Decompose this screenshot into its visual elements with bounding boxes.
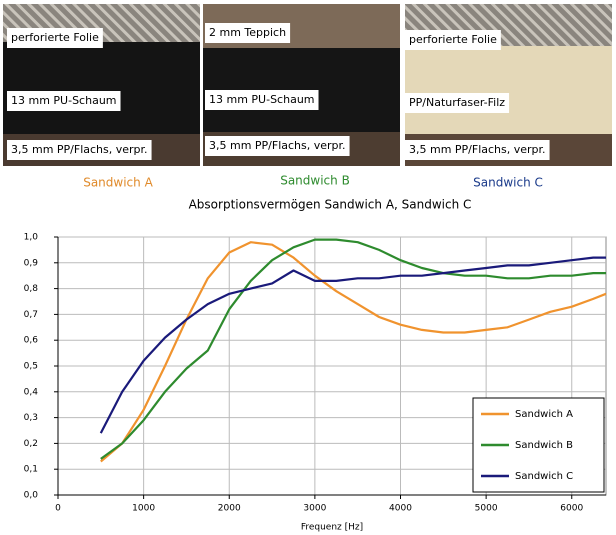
x-tick-label: 0 bbox=[55, 504, 61, 514]
chart-title: Absorptionsvermögen Sandwich A, Sandwich… bbox=[189, 198, 472, 212]
y-tick-label: 0,7 bbox=[24, 310, 38, 320]
x-tick-label: 4000 bbox=[389, 504, 412, 514]
layer-text: PP/Naturfaser-Filz bbox=[409, 96, 505, 109]
layer-text: perforierte Folie bbox=[11, 31, 99, 44]
layer-label: perforierte Folie bbox=[405, 30, 501, 50]
y-tick-label: 0,5 bbox=[24, 362, 38, 372]
layer-text: 13 mm PU-Schaum bbox=[11, 94, 117, 107]
layer-label: 3,5 mm PP/Flachs, verpr. bbox=[205, 136, 350, 156]
legend-label: Sandwich A bbox=[515, 409, 573, 420]
y-tick-label: 0,3 bbox=[24, 413, 38, 423]
layer-text: 2 mm Teppich bbox=[209, 26, 286, 39]
layer-label: 3,5 mm PP/Flachs, verpr. bbox=[7, 140, 152, 160]
layer-text: 3,5 mm PP/Flachs, verpr. bbox=[209, 139, 346, 152]
y-tick-label: 1,0 bbox=[24, 233, 39, 243]
layer-text: 3,5 mm PP/Flachs, verpr. bbox=[11, 143, 148, 156]
page: Sandwich A Sandwich B Sandwich C Absorpt… bbox=[0, 0, 616, 535]
layer-label: 13 mm PU-Schaum bbox=[7, 91, 121, 111]
layer-text: 13 mm PU-Schaum bbox=[209, 93, 315, 106]
y-tick-label: 0,8 bbox=[24, 284, 39, 294]
y-tick-label: 0,4 bbox=[24, 387, 39, 397]
x-tick-label: 5000 bbox=[475, 504, 498, 514]
layer-text: 3,5 mm PP/Flachs, verpr. bbox=[409, 143, 546, 156]
x-tick-label: 2000 bbox=[218, 504, 241, 514]
y-tick-label: 0,9 bbox=[24, 258, 39, 268]
y-tick-label: 0,2 bbox=[24, 439, 38, 449]
caption: Sandwich A bbox=[83, 176, 153, 190]
layer-text: perforierte Folie bbox=[409, 33, 497, 46]
x-tick-label: 1000 bbox=[132, 504, 155, 514]
y-tick-label: 0,1 bbox=[24, 465, 38, 475]
caption: Sandwich B bbox=[280, 174, 350, 188]
layer-label: 2 mm Teppich bbox=[205, 23, 290, 43]
legend-label: Sandwich B bbox=[515, 440, 573, 451]
x-axis-label: Frequenz [Hz] bbox=[301, 523, 363, 533]
layer-label: 3,5 mm PP/Flachs, verpr. bbox=[405, 140, 550, 160]
x-tick-label: 6000 bbox=[560, 504, 583, 514]
layer-label: perforierte Folie bbox=[7, 28, 103, 48]
y-tick-label: 0,0 bbox=[24, 491, 39, 501]
y-tick-label: 0,6 bbox=[24, 336, 39, 346]
x-tick-label: 3000 bbox=[303, 504, 326, 514]
caption: Sandwich C bbox=[473, 176, 543, 190]
layer-label: 13 mm PU-Schaum bbox=[205, 90, 319, 110]
layer-label: PP/Naturfaser-Filz bbox=[405, 93, 509, 113]
legend-label: Sandwich C bbox=[515, 471, 573, 482]
